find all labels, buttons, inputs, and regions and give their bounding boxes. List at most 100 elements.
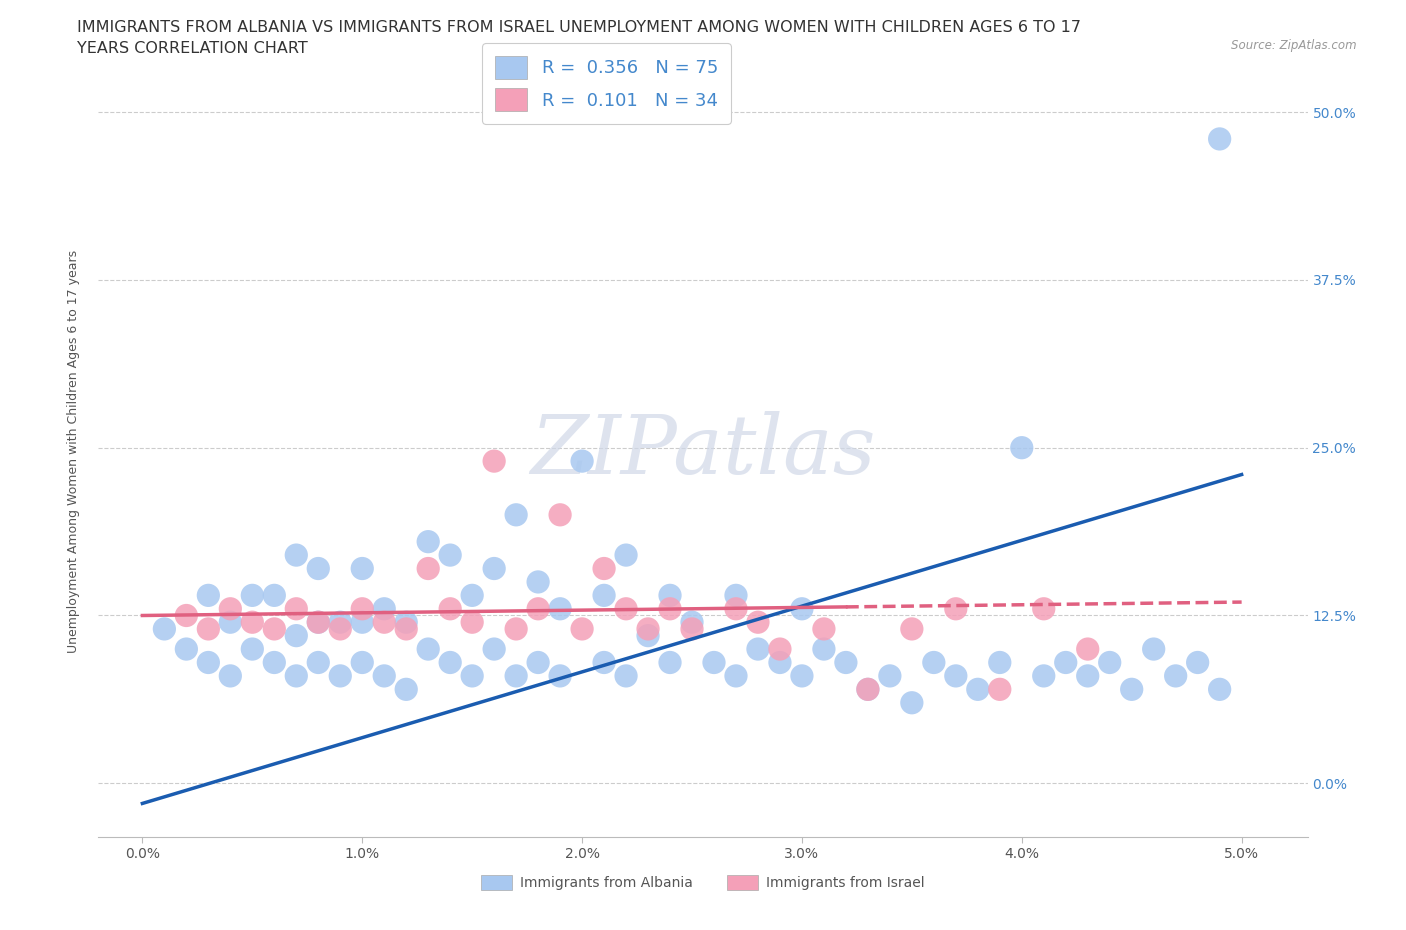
- Point: [901, 621, 924, 636]
- Point: [790, 669, 813, 684]
- Point: [373, 669, 395, 684]
- Point: [197, 588, 219, 603]
- Point: [527, 602, 550, 617]
- Point: [373, 615, 395, 630]
- Point: [1011, 440, 1033, 455]
- Point: [505, 621, 527, 636]
- Text: IMMIGRANTS FROM ALBANIA VS IMMIGRANTS FROM ISRAEL UNEMPLOYMENT AMONG WOMEN WITH : IMMIGRANTS FROM ALBANIA VS IMMIGRANTS FR…: [77, 20, 1081, 35]
- Point: [593, 655, 616, 670]
- Point: [548, 602, 571, 617]
- Point: [329, 621, 352, 636]
- Point: [747, 642, 769, 657]
- Point: [1054, 655, 1077, 670]
- Point: [813, 642, 835, 657]
- Point: [219, 602, 242, 617]
- Point: [461, 615, 484, 630]
- Point: [329, 669, 352, 684]
- Point: [724, 588, 747, 603]
- Point: [681, 621, 703, 636]
- Point: [945, 669, 967, 684]
- Point: [614, 548, 637, 563]
- Point: [988, 655, 1011, 670]
- Point: [1098, 655, 1121, 670]
- Point: [482, 561, 505, 576]
- Point: [482, 642, 505, 657]
- Point: [769, 655, 792, 670]
- Point: [285, 602, 308, 617]
- Text: ZIPatlas: ZIPatlas: [530, 411, 876, 491]
- Legend: Immigrants from Albania, Immigrants from Israel: Immigrants from Albania, Immigrants from…: [475, 870, 931, 896]
- Point: [439, 548, 461, 563]
- Point: [1208, 682, 1230, 697]
- Point: [1187, 655, 1209, 670]
- Point: [418, 561, 440, 576]
- Point: [418, 642, 440, 657]
- Point: [724, 669, 747, 684]
- Point: [966, 682, 988, 697]
- Point: [395, 621, 418, 636]
- Point: [593, 561, 616, 576]
- Point: [176, 608, 198, 623]
- Point: [747, 615, 769, 630]
- Point: [614, 669, 637, 684]
- Point: [505, 508, 527, 523]
- Point: [1208, 131, 1230, 146]
- Point: [856, 682, 879, 697]
- Point: [879, 669, 901, 684]
- Point: [219, 615, 242, 630]
- Point: [307, 561, 329, 576]
- Point: [571, 621, 593, 636]
- Point: [285, 548, 308, 563]
- Point: [307, 615, 329, 630]
- Point: [548, 508, 571, 523]
- Point: [922, 655, 945, 670]
- Point: [307, 655, 329, 670]
- Point: [901, 696, 924, 711]
- Point: [813, 621, 835, 636]
- Point: [197, 655, 219, 670]
- Point: [856, 682, 879, 697]
- Point: [835, 655, 858, 670]
- Point: [1077, 642, 1099, 657]
- Point: [285, 628, 308, 643]
- Point: [263, 655, 285, 670]
- Point: [614, 602, 637, 617]
- Point: [527, 575, 550, 590]
- Point: [1032, 669, 1054, 684]
- Point: [418, 534, 440, 549]
- Point: [240, 642, 263, 657]
- Point: [352, 602, 374, 617]
- Point: [1121, 682, 1143, 697]
- Point: [571, 454, 593, 469]
- Point: [769, 642, 792, 657]
- Point: [482, 454, 505, 469]
- Point: [352, 615, 374, 630]
- Text: Source: ZipAtlas.com: Source: ZipAtlas.com: [1232, 39, 1357, 52]
- Point: [176, 642, 198, 657]
- Point: [790, 602, 813, 617]
- Point: [1164, 669, 1187, 684]
- Point: [659, 588, 682, 603]
- Point: [373, 602, 395, 617]
- Point: [1032, 602, 1054, 617]
- Point: [329, 615, 352, 630]
- Y-axis label: Unemployment Among Women with Children Ages 6 to 17 years: Unemployment Among Women with Children A…: [66, 249, 80, 653]
- Point: [307, 615, 329, 630]
- Point: [505, 669, 527, 684]
- Point: [461, 588, 484, 603]
- Point: [659, 602, 682, 617]
- Point: [724, 602, 747, 617]
- Point: [527, 655, 550, 670]
- Point: [240, 615, 263, 630]
- Point: [681, 615, 703, 630]
- Point: [659, 655, 682, 670]
- Point: [945, 602, 967, 617]
- Point: [352, 561, 374, 576]
- Point: [285, 669, 308, 684]
- Point: [637, 628, 659, 643]
- Point: [263, 621, 285, 636]
- Point: [219, 669, 242, 684]
- Point: [1143, 642, 1166, 657]
- Point: [352, 655, 374, 670]
- Point: [240, 588, 263, 603]
